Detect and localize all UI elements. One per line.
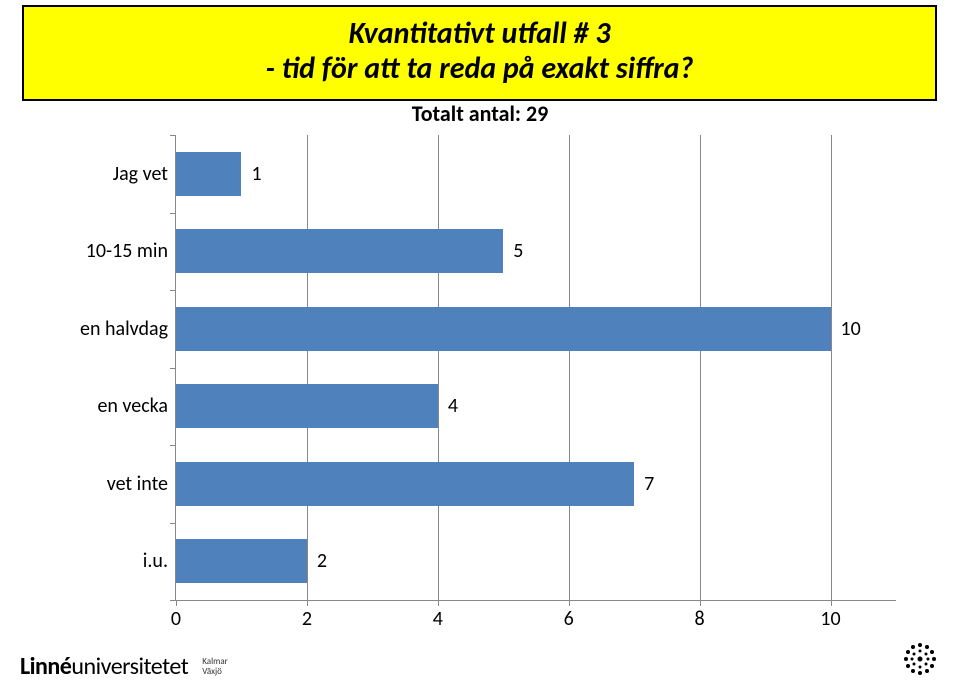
title-line1: Kvantitativt utfall # 3 [24,15,935,52]
y-tick [170,290,176,291]
bar [176,307,831,351]
logo-main2: universitetet [71,652,188,681]
y-tick [170,213,176,214]
category-label: en halvdag [60,317,168,341]
x-tick [176,600,177,606]
bar [176,152,241,196]
x-tick [307,600,308,606]
gridline [307,135,308,600]
bar-chart: 02468101510472 Jag vet10-15 minen halvda… [60,135,900,625]
category-label: vet inte [60,472,168,496]
logo-text: Linnéuniversitetet [20,652,188,681]
bar-value-label: 10 [841,317,861,341]
x-tick [569,600,570,606]
y-tick [170,523,176,524]
category-label: en vecka [60,394,168,418]
logo-sub: Kalmar Växjö [202,657,228,677]
bar-value-label: 2 [317,549,327,573]
bar [176,462,634,506]
x-tick-label: 8 [685,607,715,631]
title-box: Kvantitativt utfall # 3 - tid för att ta… [22,5,937,101]
x-tick-label: 6 [554,607,584,631]
y-tick [170,135,176,136]
y-tick [170,445,176,446]
x-tick-label: 2 [292,607,322,631]
bar-value-label: 5 [513,239,523,263]
flower-icon [900,639,940,679]
x-tick [700,600,701,606]
x-tick [438,600,439,606]
footer-logo: Linnéuniversitetet Kalmar Växjö [20,652,228,681]
y-tick [170,600,176,601]
logo-main: Linné [20,652,71,681]
logo-sub2: Växjö [202,666,222,677]
bar-value-label: 4 [448,394,458,418]
x-tick-label: 4 [423,607,453,631]
bar [176,384,438,428]
y-tick [170,368,176,369]
category-label: Jag vet [60,162,168,186]
bar-value-label: 1 [251,162,261,186]
category-label: i.u. [60,549,168,573]
x-tick-label: 0 [161,607,191,631]
x-tick-label: 10 [816,607,846,631]
gridline [438,135,439,600]
category-label: 10-15 min [60,239,168,263]
gridline [700,135,701,600]
gridline [569,135,570,600]
plot-area: 02468101510472 [175,135,896,601]
bar [176,229,503,273]
bar-value-label: 7 [644,472,654,496]
title-line2: - tid för att ta reda på exakt siffra? [24,50,935,87]
gridline [831,135,832,600]
bar [176,539,307,583]
x-tick [831,600,832,606]
subtitle: Totalt antal: 29 [0,100,960,127]
